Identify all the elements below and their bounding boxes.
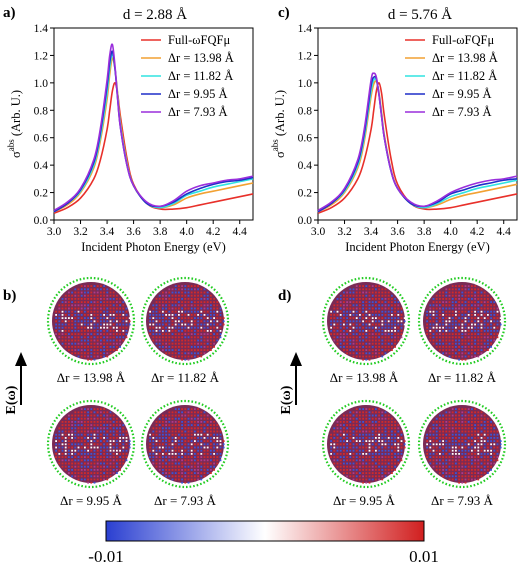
- field-label-b: E(ω): [4, 385, 19, 414]
- x-tick-label: 3.8: [153, 226, 168, 238]
- density-map: [417, 276, 507, 366]
- y-tick-label: 1.0: [298, 78, 313, 90]
- map-label-b1: Δr = 13.98 Å: [57, 370, 126, 385]
- field-arrow-b: E(ω): [4, 352, 27, 414]
- legend-entry: Δr = 11.82 Å: [168, 69, 233, 83]
- legend-entry: Δr = 7.93 Å: [168, 105, 228, 119]
- y-axis-label: σabs (Arb. U.): [6, 90, 23, 158]
- x-axis-label: Incident Photon Energy (eV): [81, 240, 226, 254]
- density-map: [46, 399, 136, 489]
- map-label-d1: Δr = 13.98 Å: [330, 370, 399, 385]
- colorbar: [105, 520, 425, 542]
- map-label-b4: Δr = 7.93 Å: [154, 493, 217, 508]
- y-axis-label: σabs (Arb. U.): [270, 90, 287, 158]
- x-tick-label: 3.2: [337, 226, 352, 238]
- shell-ring: [140, 399, 230, 489]
- plot-frame: [53, 27, 254, 221]
- map-label-d2: Δr = 11.82 Å: [428, 370, 497, 385]
- y-tick-label: 0.8: [298, 105, 313, 117]
- x-axis-label: Incident Photon Energy (eV): [345, 240, 490, 254]
- shell-ring: [140, 276, 230, 366]
- x-tick-label: 3.4: [364, 226, 379, 238]
- y-tick-label: 0.2: [298, 188, 313, 200]
- map-label-d3: Δr = 9.95 Å: [333, 493, 396, 508]
- x-tick-label: 4.2: [206, 226, 221, 238]
- legend-entry: Full-ωFQFμ: [432, 33, 494, 47]
- shell-ring: [321, 276, 411, 366]
- series-line: [53, 82, 254, 214]
- series-line: [317, 72, 518, 212]
- panel-label-d: d): [278, 288, 291, 304]
- legend-entry: Δr = 13.98 Å: [168, 51, 234, 65]
- legend-entry: Full-ωFQFμ: [168, 33, 230, 47]
- y-tick-label: 1.4: [34, 23, 49, 35]
- legend-entry: Δr = 13.98 Å: [432, 51, 498, 65]
- panel-label-b: b): [3, 288, 16, 304]
- shell-ring: [417, 276, 507, 366]
- legend-entry: Δr = 11.82 Å: [432, 69, 497, 83]
- y-tick-label: 0.0: [298, 215, 313, 227]
- y-tick-label: 1.2: [34, 50, 49, 62]
- shell-ring: [321, 399, 411, 489]
- legend-entry: Δr = 9.95 Å: [432, 87, 492, 101]
- series-line: [53, 43, 254, 212]
- map-label-b2: Δr = 11.82 Å: [151, 370, 220, 385]
- y-tick-label: 0.8: [34, 105, 49, 117]
- y-tick-label: 0.6: [298, 133, 313, 145]
- y-tick-label: 0.0: [34, 215, 49, 227]
- density-maps: [46, 276, 507, 489]
- colorbar-min-label: -0.01: [88, 547, 123, 565]
- field-arrow-d: E(ω): [279, 352, 302, 414]
- y-tick-label: 1.4: [298, 23, 313, 35]
- panel-title-a: d = 2.88 Å: [123, 7, 187, 23]
- legend-entry: Δr = 7.93 Å: [432, 105, 492, 119]
- y-tick-label: 0.4: [298, 160, 313, 172]
- panel-title-c: d = 5.76 Å: [388, 7, 452, 23]
- x-tick-label: 3.0: [311, 226, 326, 238]
- x-tick-label: 3.2: [73, 226, 88, 238]
- x-tick-label: 3.6: [126, 226, 141, 238]
- shell-ring: [46, 276, 136, 366]
- y-tick-label: 0.2: [34, 188, 49, 200]
- series-line: [317, 82, 518, 214]
- x-tick-label: 4.2: [470, 226, 485, 238]
- x-tick-label: 3.8: [417, 226, 432, 238]
- density-map: [46, 276, 136, 366]
- colorbar-max-label: 0.01: [409, 547, 439, 565]
- spectrum-chart-c: 3.0 3.2 3.4 3.6 3.8 4.0 4.2 4.4 0.0 0.2 0.4 0.6 0.8 1…: [270, 23, 518, 254]
- x-tick-label: 4.0: [443, 226, 458, 238]
- density-map: [321, 399, 411, 489]
- shell-ring: [417, 399, 507, 489]
- x-tick-label: 3.4: [100, 226, 115, 238]
- y-tick-label: 0.4: [34, 160, 49, 172]
- x-tick-label: 3.6: [390, 226, 405, 238]
- panel-label-c: c): [278, 5, 290, 21]
- panel-label-a: a): [3, 5, 16, 21]
- density-map: [321, 276, 411, 366]
- map-label-b3: Δr = 9.95 Å: [60, 493, 123, 508]
- shell-ring: [46, 399, 136, 489]
- density-map: [140, 399, 230, 489]
- plot-frame: [317, 27, 518, 221]
- x-tick-label: 4.4: [233, 226, 248, 238]
- x-tick-label: 3.0: [47, 226, 62, 238]
- y-tick-label: 0.6: [34, 133, 49, 145]
- density-map: [140, 276, 230, 366]
- y-tick-label: 1.0: [34, 78, 49, 90]
- x-tick-label: 4.4: [497, 226, 512, 238]
- x-tick-label: 4.0: [179, 226, 194, 238]
- field-label-d: E(ω): [279, 385, 294, 414]
- density-map: [417, 399, 507, 489]
- spectrum-chart-a: 3.0 3.2 3.4 3.6 3.8 4.0 4.2 4.4 0.0 0.2 0.4 0.6 0.8 1…: [6, 23, 254, 254]
- y-tick-label: 1.2: [298, 50, 313, 62]
- legend-entry: Δr = 9.95 Å: [168, 87, 228, 101]
- map-label-d4: Δr = 7.93 Å: [431, 493, 494, 508]
